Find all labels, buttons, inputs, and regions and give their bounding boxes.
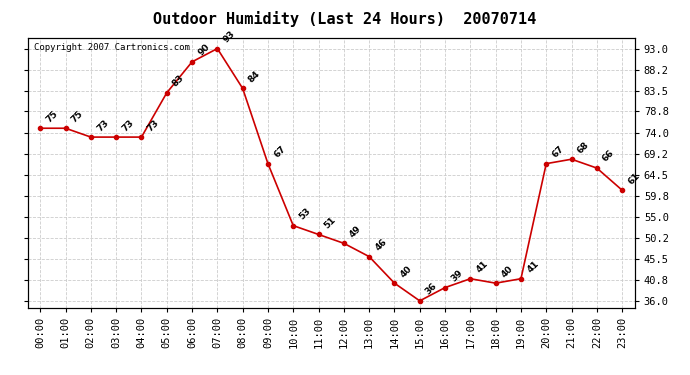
Text: Copyright 2007 Cartronics.com: Copyright 2007 Cartronics.com xyxy=(34,43,190,52)
Text: 61: 61 xyxy=(627,171,642,186)
Text: 49: 49 xyxy=(348,224,364,239)
Text: 75: 75 xyxy=(70,109,85,124)
Text: 40: 40 xyxy=(399,264,414,279)
Text: 51: 51 xyxy=(323,215,338,230)
Text: 90: 90 xyxy=(196,42,211,58)
Text: 73: 73 xyxy=(146,118,161,133)
Text: 36: 36 xyxy=(424,282,439,297)
Text: 84: 84 xyxy=(247,69,262,84)
Text: 66: 66 xyxy=(601,149,616,164)
Text: 67: 67 xyxy=(272,144,288,159)
Text: 83: 83 xyxy=(171,74,186,88)
Text: 73: 73 xyxy=(95,118,110,133)
Text: Outdoor Humidity (Last 24 Hours)  20070714: Outdoor Humidity (Last 24 Hours) 2007071… xyxy=(153,11,537,27)
Text: 39: 39 xyxy=(449,268,464,284)
Text: 46: 46 xyxy=(373,237,388,252)
Text: 41: 41 xyxy=(525,259,540,274)
Text: 68: 68 xyxy=(575,140,591,155)
Text: 75: 75 xyxy=(44,109,60,124)
Text: 40: 40 xyxy=(500,264,515,279)
Text: 93: 93 xyxy=(221,29,237,44)
Text: 73: 73 xyxy=(120,118,136,133)
Text: 41: 41 xyxy=(475,259,490,274)
Text: 67: 67 xyxy=(551,144,566,159)
Text: 53: 53 xyxy=(297,206,313,222)
